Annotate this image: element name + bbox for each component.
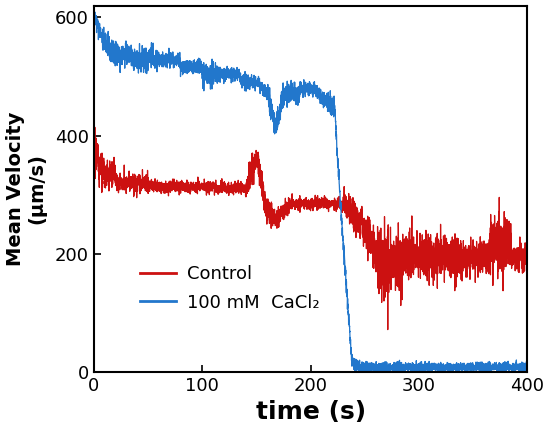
Control: [90, 147, 97, 153]
Control: [273, 216, 279, 221]
100 mM  CaCl₂: [296, 82, 303, 87]
Legend: Control, 100 mM  CaCl₂: Control, 100 mM CaCl₂: [133, 258, 327, 319]
100 mM  CaCl₂: [355, 369, 362, 375]
100 mM  CaCl₂: [90, 15, 97, 20]
Control: [296, 210, 303, 215]
Control: [406, 273, 412, 279]
100 mM  CaCl₂: [406, 367, 412, 372]
Control: [524, 262, 531, 267]
Control: [384, 327, 391, 332]
100 mM  CaCl₂: [276, 111, 283, 117]
X-axis label: time (s): time (s): [256, 400, 366, 424]
Line: Control: Control: [94, 127, 527, 330]
100 mM  CaCl₂: [524, 369, 531, 375]
100 mM  CaCl₂: [91, 9, 98, 15]
100 mM  CaCl₂: [511, 363, 518, 369]
Line: 100 mM  CaCl₂: 100 mM CaCl₂: [94, 12, 527, 372]
Control: [511, 251, 518, 256]
100 mM  CaCl₂: [490, 363, 496, 369]
Control: [91, 125, 98, 130]
Y-axis label: Mean Velocity
(μm/s): Mean Velocity (μm/s): [6, 112, 47, 266]
100 mM  CaCl₂: [273, 123, 279, 128]
Control: [276, 211, 283, 216]
Control: [490, 252, 496, 258]
